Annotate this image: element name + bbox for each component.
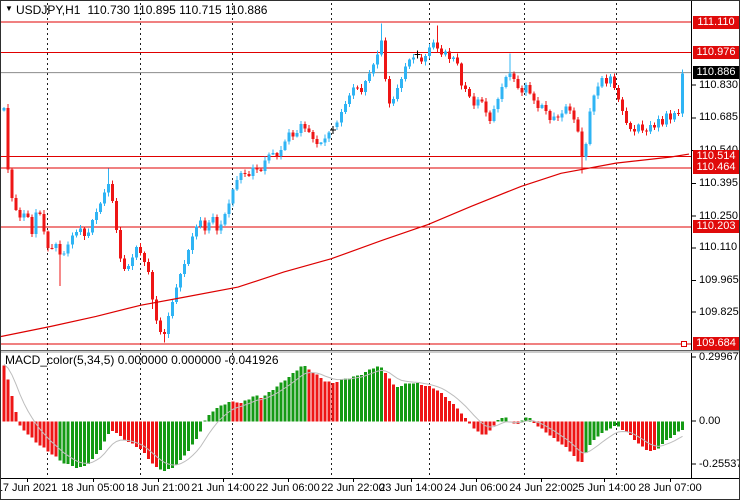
macd-scale-label: 0.00 (699, 414, 721, 427)
price-tick-label: 110.685 (699, 111, 738, 124)
macd-scale-label: 0.299677 (699, 350, 739, 363)
price-tick-label: 110.395 (699, 176, 738, 189)
time-tick-label: 18 Jun 21:00 (126, 482, 190, 494)
price-tick-label: 109.965 (699, 274, 739, 287)
candlesticks (2, 23, 685, 343)
level-price-badge: 110.976 (693, 45, 739, 59)
time-tick-label: 18 Jun 05:00 (61, 482, 125, 494)
time-tick-label: 21 Jun 14:00 (191, 482, 255, 494)
time-tick-label: 17 Jun 2021 (0, 482, 58, 494)
chart-title: USDJPY,H1 110.730 110.895 110.715 110.886 (16, 3, 267, 17)
level-price-badge: 110.203 (693, 220, 739, 234)
time-tick-label: 22 Jun 06:00 (256, 482, 320, 494)
time-tick-label: 28 Jun 07:00 (638, 482, 702, 494)
indicator-label[interactable]: MACD_color(5,34,5) 0.000000 0.000000 -0.… (5, 353, 279, 367)
trendline-endpoint-marker[interactable] (681, 340, 687, 347)
current-price-badge: 110.886 (693, 66, 739, 80)
price-tick-label: 110.110 (699, 241, 738, 254)
ma-trend-line[interactable] (1, 153, 690, 338)
level-price-badge: 110.514 (693, 150, 739, 164)
price-tick-label: 110.250 (699, 209, 738, 222)
ohlc-values: 110.730 110.895 110.715 110.886 (87, 3, 268, 17)
time-tick-label: 25 Jun 14:00 (572, 482, 636, 494)
time-tick-label: 22 Jun 22:00 (321, 482, 385, 494)
level-price-badge: 111.110 (693, 15, 739, 29)
panel-separator[interactable] (1, 350, 739, 353)
macd-signal-line (3, 363, 683, 466)
macd-histogram (2, 365, 685, 471)
collapse-chart-icon[interactable]: ▼ (5, 4, 13, 13)
price-tick-label: 110.830 (699, 78, 738, 91)
level-lines[interactable] (1, 21, 691, 345)
price-tick-label: 109.825 (699, 305, 739, 318)
time-tick-label: 24 Jun 06:00 (444, 482, 508, 494)
symbol-period-label: USDJPY,H1 (16, 3, 81, 17)
time-tick-label: 24 Jun 22:00 (509, 482, 573, 494)
level-price-badge: 109.684 (693, 337, 739, 351)
time-tick-label: 23 Jun 14:00 (379, 482, 443, 494)
macd-scale-label: -0.255373 (699, 457, 739, 470)
level-price-badge: 110.464 (693, 161, 739, 175)
